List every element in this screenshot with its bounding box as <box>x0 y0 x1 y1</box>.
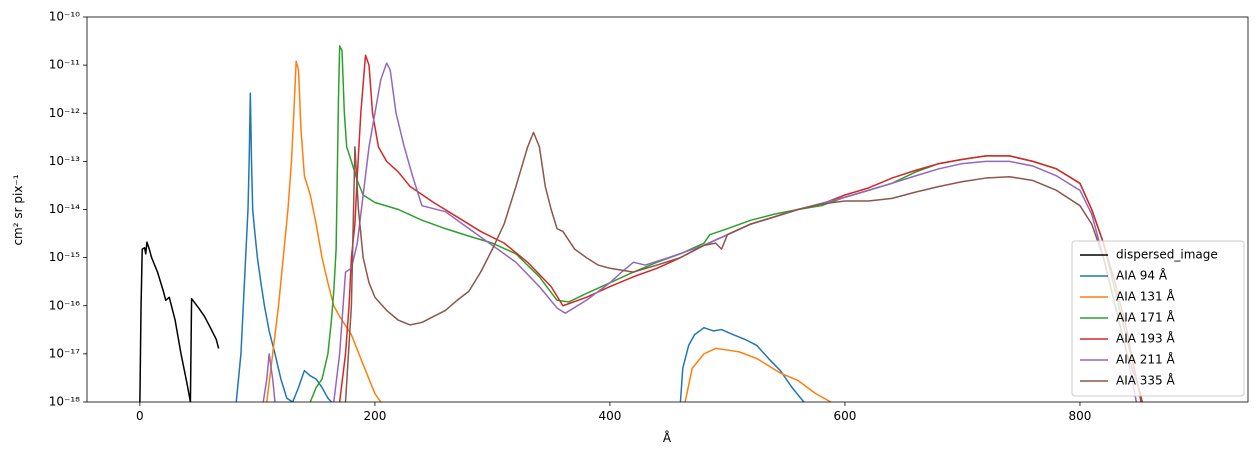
legend: dispersed_image AIA 94 Å AIA 131 Å AIA 171 … <box>1071 240 1245 397</box>
legend-label: AIA 335 Å <box>1116 373 1175 388</box>
plot-area <box>139 45 1143 402</box>
y-tick-label: 10⁻¹¹ <box>49 58 80 72</box>
series-line <box>139 241 220 402</box>
series-line <box>344 131 1143 402</box>
legend-label: AIA 131 Å <box>1116 289 1175 304</box>
legend-box <box>1071 240 1245 397</box>
series-line <box>262 62 1138 402</box>
x-tick-label: 800 <box>1069 409 1092 423</box>
x-tick-label: 200 <box>363 409 386 423</box>
y-axis-label: cm² sr pix⁻¹ <box>11 174 25 245</box>
y-tick-label: 10⁻¹⁵ <box>49 250 80 264</box>
legend-label: dispersed_image <box>1116 248 1218 262</box>
y-tick-label: 10⁻¹⁶ <box>49 298 80 312</box>
legend-label: AIA 94 Å <box>1116 268 1168 283</box>
y-tick-label: 10⁻¹³ <box>49 154 80 168</box>
y-tick-label: 10⁻¹² <box>49 106 80 120</box>
series-line <box>235 92 805 402</box>
x-axis-label: Å <box>663 430 672 445</box>
x-tick-label: 0 <box>136 409 144 423</box>
series-line <box>338 54 1142 402</box>
x-tick-label: 600 <box>833 409 856 423</box>
legend-label: AIA 171 Å <box>1116 310 1175 325</box>
legend-label: AIA 211 Å <box>1116 352 1175 367</box>
y-tick-label: 10⁻¹⁷ <box>49 346 80 360</box>
x-tick-label: 400 <box>598 409 621 423</box>
y-tick-label: 10⁻¹⁸ <box>49 395 80 409</box>
legend-label: AIA 193 Å <box>1116 331 1175 346</box>
y-tick-label: 10⁻¹⁴ <box>49 202 80 216</box>
y-tick-label: 10⁻¹⁰ <box>49 10 80 24</box>
